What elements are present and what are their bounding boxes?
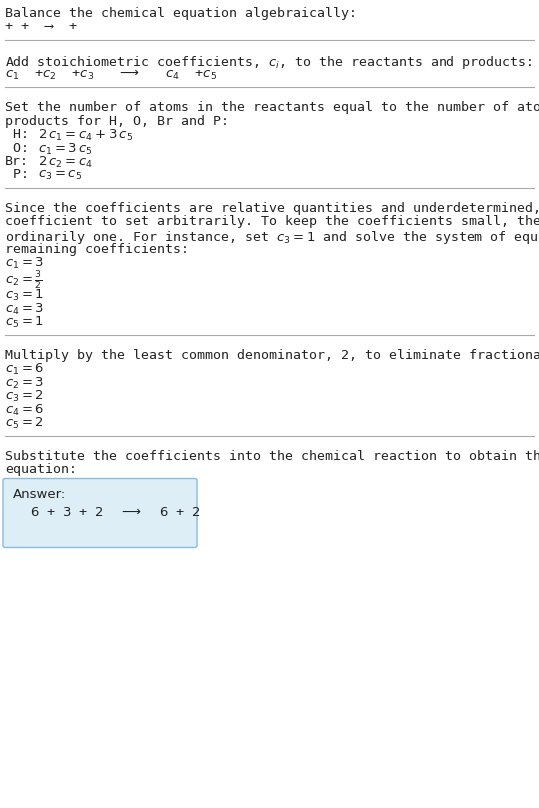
Text: $c_5 = 2$: $c_5 = 2$ <box>5 416 44 431</box>
Text: $6$ + $3$ + $2$  $\longrightarrow$  $6$ + $2$: $6$ + $3$ + $2$ $\longrightarrow$ $6$ + … <box>30 506 201 519</box>
Text: $c_3 = 2$: $c_3 = 2$ <box>5 389 44 404</box>
Text: Multiply by the least common denominator, 2, to eliminate fractional coefficient: Multiply by the least common denominator… <box>5 348 539 361</box>
Text: $c_5 = 1$: $c_5 = 1$ <box>5 315 44 330</box>
Text: Set the number of atoms in the reactants equal to the number of atoms in the: Set the number of atoms in the reactants… <box>5 101 539 114</box>
Text: Answer:: Answer: <box>13 489 66 502</box>
Text: Substitute the coefficients into the chemical reaction to obtain the balanced: Substitute the coefficients into the che… <box>5 449 539 462</box>
Text: $c_2 = \frac{3}{2}$: $c_2 = \frac{3}{2}$ <box>5 270 43 292</box>
Text: $c_3 = c_5$: $c_3 = c_5$ <box>38 169 82 182</box>
Text: $c_1 = 6$: $c_1 = 6$ <box>5 362 44 377</box>
Text: P:: P: <box>5 169 29 182</box>
FancyBboxPatch shape <box>3 478 197 548</box>
Text: + +  ⟶  +: + + ⟶ + <box>5 20 77 33</box>
Text: $2\,c_1 = c_4 + 3\,c_5$: $2\,c_1 = c_4 + 3\,c_5$ <box>38 128 133 143</box>
Text: products for H, O, Br and P:: products for H, O, Br and P: <box>5 115 229 128</box>
Text: H:: H: <box>5 128 29 141</box>
Text: ordinarily one. For instance, set $c_3 = 1$ and solve the system of equations fo: ordinarily one. For instance, set $c_3 =… <box>5 229 539 246</box>
Text: equation:: equation: <box>5 463 77 476</box>
Text: $2\,c_2 = c_4$: $2\,c_2 = c_4$ <box>38 155 93 170</box>
Text: Add stoichiometric coefficients, $c_i$, to the reactants and products:: Add stoichiometric coefficients, $c_i$, … <box>5 54 533 71</box>
Text: $c_2 = 3$: $c_2 = 3$ <box>5 376 44 390</box>
Text: coefficient to set arbitrarily. To keep the coefficients small, the arbitrary va: coefficient to set arbitrarily. To keep … <box>5 216 539 229</box>
Text: remaining coefficients:: remaining coefficients: <box>5 242 189 255</box>
Text: $c_3 = 1$: $c_3 = 1$ <box>5 288 44 303</box>
Text: $c_1 = 3\,c_5$: $c_1 = 3\,c_5$ <box>38 141 93 157</box>
Text: $c_1$  +$c_2$  +$c_3$   $\longrightarrow$   $c_4$  +$c_5$: $c_1$ +$c_2$ +$c_3$ $\longrightarrow$ $c… <box>5 68 217 82</box>
Text: $c_4 = 3$: $c_4 = 3$ <box>5 301 44 317</box>
Text: $c_4 = 6$: $c_4 = 6$ <box>5 402 44 418</box>
Text: Since the coefficients are relative quantities and underdetermined, choose a: Since the coefficients are relative quan… <box>5 202 539 215</box>
Text: Br:: Br: <box>5 155 29 168</box>
Text: Balance the chemical equation algebraically:: Balance the chemical equation algebraica… <box>5 7 357 20</box>
Text: $c_1 = 3$: $c_1 = 3$ <box>5 256 44 271</box>
Text: O:: O: <box>5 141 29 154</box>
